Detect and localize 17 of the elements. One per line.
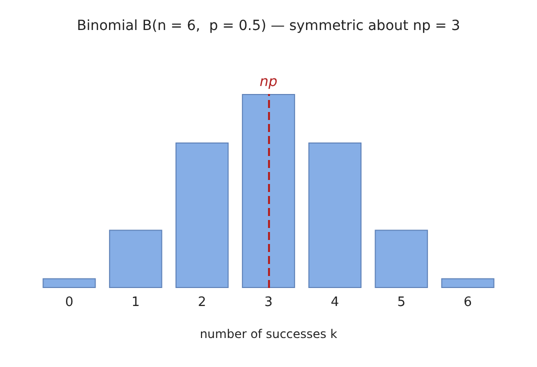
x-axis-title: number of successes k xyxy=(200,327,338,341)
x-tick-label: 4 xyxy=(330,295,340,310)
chart-title: Binomial B(n = 6, p = 0.5) — symmetric about np = 3 xyxy=(76,18,460,34)
bar xyxy=(308,142,362,288)
bar xyxy=(42,278,96,288)
bar xyxy=(109,230,162,288)
ref-line-label: np xyxy=(260,74,278,90)
x-tick-label: 0 xyxy=(65,295,74,310)
bar xyxy=(374,230,428,288)
x-tick-label: 3 xyxy=(264,295,273,310)
bar xyxy=(242,94,296,288)
x-tick-label: 5 xyxy=(397,295,406,310)
x-tick-label: 2 xyxy=(198,295,206,310)
bar xyxy=(441,278,494,288)
x-tick-label: 1 xyxy=(132,295,140,310)
bar xyxy=(176,142,229,288)
x-tick-label: 6 xyxy=(464,295,472,310)
